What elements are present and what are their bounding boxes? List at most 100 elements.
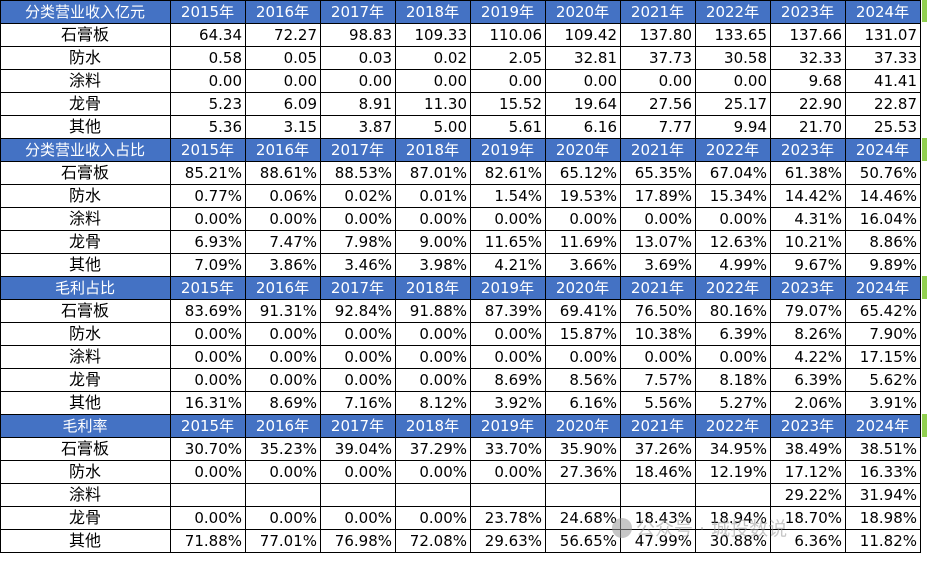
- value-cell[interactable]: [170, 483, 246, 507]
- year-header-cell[interactable]: 2017年: [320, 0, 396, 24]
- year-header-cell[interactable]: 2016年: [245, 0, 321, 24]
- value-cell[interactable]: [245, 483, 321, 507]
- value-cell[interactable]: 5.61: [470, 115, 546, 139]
- value-cell[interactable]: 32.81: [545, 46, 621, 70]
- value-cell[interactable]: 131.07: [845, 23, 921, 47]
- value-cell[interactable]: 0.00%: [170, 322, 246, 346]
- value-cell[interactable]: 27.36%: [545, 460, 621, 484]
- value-cell[interactable]: 16.31%: [170, 391, 246, 415]
- value-cell[interactable]: 0.00: [470, 69, 546, 93]
- value-cell[interactable]: 7.16%: [320, 391, 396, 415]
- value-cell[interactable]: 3.69%: [620, 253, 696, 277]
- year-header-cell[interactable]: 2015年: [170, 0, 246, 24]
- value-cell[interactable]: 15.87%: [545, 322, 621, 346]
- row-label-cell[interactable]: 其他: [0, 253, 171, 277]
- year-header-cell[interactable]: 2021年: [620, 0, 696, 24]
- value-cell[interactable]: 35.23%: [245, 437, 321, 461]
- value-cell[interactable]: 61.38%: [770, 161, 846, 185]
- value-cell[interactable]: 6.16: [545, 115, 621, 139]
- year-header-cell[interactable]: 2020年: [545, 0, 621, 24]
- value-cell[interactable]: 0.00%: [695, 345, 771, 369]
- value-cell[interactable]: 0.00%: [695, 207, 771, 231]
- value-cell[interactable]: 0.00%: [545, 345, 621, 369]
- year-header-cell[interactable]: 2024年: [845, 0, 921, 24]
- value-cell[interactable]: 21.70: [770, 115, 846, 139]
- value-cell[interactable]: 6.16%: [545, 391, 621, 415]
- value-cell[interactable]: 4.99%: [695, 253, 771, 277]
- year-header-cell[interactable]: 2019年: [470, 0, 546, 24]
- year-header-cell[interactable]: 2023年: [770, 414, 846, 438]
- row-label-cell[interactable]: 其他: [0, 391, 171, 415]
- value-cell[interactable]: 56.65%: [545, 529, 621, 553]
- value-cell[interactable]: 9.00%: [395, 230, 471, 254]
- value-cell[interactable]: 18.70%: [770, 506, 846, 530]
- value-cell[interactable]: 37.26%: [620, 437, 696, 461]
- row-label-cell[interactable]: 其他: [0, 115, 171, 139]
- row-label-cell[interactable]: 石膏板: [0, 161, 171, 185]
- value-cell[interactable]: 0.00%: [320, 506, 396, 530]
- value-cell[interactable]: 0.02: [395, 46, 471, 70]
- value-cell[interactable]: 12.19%: [695, 460, 771, 484]
- year-header-cell[interactable]: 2024年: [845, 414, 921, 438]
- year-header-cell[interactable]: 2020年: [545, 138, 621, 162]
- value-cell[interactable]: [620, 483, 696, 507]
- value-cell[interactable]: 18.43%: [620, 506, 696, 530]
- value-cell[interactable]: 0.03: [320, 46, 396, 70]
- value-cell[interactable]: 8.56%: [545, 368, 621, 392]
- value-cell[interactable]: [320, 483, 396, 507]
- value-cell[interactable]: 33.70%: [470, 437, 546, 461]
- value-cell[interactable]: 109.33: [395, 23, 471, 47]
- value-cell[interactable]: 76.50%: [620, 299, 696, 323]
- value-cell[interactable]: 7.77: [620, 115, 696, 139]
- value-cell[interactable]: 30.58: [695, 46, 771, 70]
- value-cell[interactable]: 0.00%: [470, 460, 546, 484]
- value-cell[interactable]: 9.94: [695, 115, 771, 139]
- value-cell[interactable]: 3.15: [245, 115, 321, 139]
- year-header-cell[interactable]: 2023年: [770, 0, 846, 24]
- value-cell[interactable]: 110.06: [470, 23, 546, 47]
- value-cell[interactable]: 0.00%: [170, 460, 246, 484]
- value-cell[interactable]: 0.00%: [245, 207, 321, 231]
- value-cell[interactable]: 0.00%: [395, 368, 471, 392]
- value-cell[interactable]: 65.42%: [845, 299, 921, 323]
- value-cell[interactable]: 31.94%: [845, 483, 921, 507]
- value-cell[interactable]: 0.00%: [320, 322, 396, 346]
- value-cell[interactable]: 50.76%: [845, 161, 921, 185]
- value-cell[interactable]: 85.21%: [170, 161, 246, 185]
- section-title-cell[interactable]: 分类营业收入占比: [0, 138, 171, 162]
- value-cell[interactable]: 2.05: [470, 46, 546, 70]
- value-cell[interactable]: 3.66%: [545, 253, 621, 277]
- year-header-cell[interactable]: 2022年: [695, 276, 771, 300]
- value-cell[interactable]: 0.00: [245, 69, 321, 93]
- value-cell[interactable]: 17.12%: [770, 460, 846, 484]
- value-cell[interactable]: 65.35%: [620, 161, 696, 185]
- value-cell[interactable]: 37.33: [845, 46, 921, 70]
- value-cell[interactable]: 0.00%: [395, 207, 471, 231]
- value-cell[interactable]: 5.00: [395, 115, 471, 139]
- value-cell[interactable]: 5.23: [170, 92, 246, 116]
- value-cell[interactable]: 8.69%: [470, 368, 546, 392]
- year-header-cell[interactable]: 2019年: [470, 414, 546, 438]
- value-cell[interactable]: 88.53%: [320, 161, 396, 185]
- row-label-cell[interactable]: 防水: [0, 184, 171, 208]
- value-cell[interactable]: 6.36%: [770, 529, 846, 553]
- value-cell[interactable]: 0.58: [170, 46, 246, 70]
- value-cell[interactable]: 7.57%: [620, 368, 696, 392]
- value-cell[interactable]: 71.88%: [170, 529, 246, 553]
- year-header-cell[interactable]: 2022年: [695, 414, 771, 438]
- row-label-cell[interactable]: 龙骨: [0, 506, 171, 530]
- value-cell[interactable]: 37.73: [620, 46, 696, 70]
- year-header-cell[interactable]: 2015年: [170, 276, 246, 300]
- value-cell[interactable]: 0.00%: [170, 207, 246, 231]
- value-cell[interactable]: 0.00%: [470, 345, 546, 369]
- value-cell[interactable]: 0.02%: [320, 184, 396, 208]
- value-cell[interactable]: 72.08%: [395, 529, 471, 553]
- value-cell[interactable]: 9.67%: [770, 253, 846, 277]
- value-cell[interactable]: 0.00%: [245, 345, 321, 369]
- value-cell[interactable]: 38.51%: [845, 437, 921, 461]
- value-cell[interactable]: 5.27%: [695, 391, 771, 415]
- value-cell[interactable]: 0.00: [620, 69, 696, 93]
- value-cell[interactable]: 10.21%: [770, 230, 846, 254]
- year-header-cell[interactable]: 2018年: [395, 138, 471, 162]
- value-cell[interactable]: 27.56: [620, 92, 696, 116]
